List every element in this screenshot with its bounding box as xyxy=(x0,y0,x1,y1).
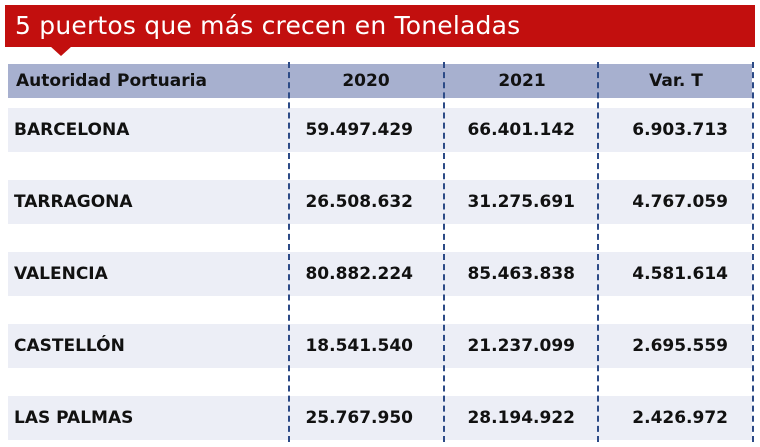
column-divider xyxy=(752,62,754,442)
row-port-name: LAS PALMAS xyxy=(14,408,134,428)
row-value: 66.401.142 xyxy=(467,120,575,140)
title-pointer xyxy=(50,46,72,56)
row-value: 6.903.713 xyxy=(632,120,728,140)
row-port-name: VALENCIA xyxy=(14,264,108,284)
column-header: Var. T xyxy=(649,71,703,91)
table-row xyxy=(8,108,752,152)
row-value: 31.275.691 xyxy=(467,192,575,212)
column-header: 2021 xyxy=(498,71,546,91)
row-value: 85.463.838 xyxy=(467,264,575,284)
table-row xyxy=(8,396,752,440)
row-value: 26.508.632 xyxy=(305,192,413,212)
page-title: 5 puertos que más crecen en Toneladas xyxy=(5,5,755,47)
table-row xyxy=(8,180,752,224)
column-divider xyxy=(288,62,290,442)
row-value: 25.767.950 xyxy=(305,408,413,428)
row-value: 21.237.099 xyxy=(467,336,575,356)
row-port-name: BARCELONA xyxy=(14,120,130,140)
row-value: 59.497.429 xyxy=(305,120,413,140)
row-value: 28.194.922 xyxy=(467,408,575,428)
column-divider xyxy=(443,62,445,442)
row-value: 18.541.540 xyxy=(305,336,413,356)
table-header xyxy=(8,64,752,98)
row-port-name: TARRAGONA xyxy=(14,192,133,212)
column-divider xyxy=(597,62,599,442)
column-header: Autoridad Portuaria xyxy=(16,71,207,91)
row-value: 4.581.614 xyxy=(632,264,728,284)
row-port-name: CASTELLÓN xyxy=(14,336,125,356)
row-value: 4.767.059 xyxy=(632,192,728,212)
row-value: 2.695.559 xyxy=(632,336,728,356)
row-value: 80.882.224 xyxy=(305,264,413,284)
table-row xyxy=(8,252,752,296)
table-row xyxy=(8,324,752,368)
row-value: 2.426.972 xyxy=(632,408,728,428)
column-header: 2020 xyxy=(342,71,390,91)
